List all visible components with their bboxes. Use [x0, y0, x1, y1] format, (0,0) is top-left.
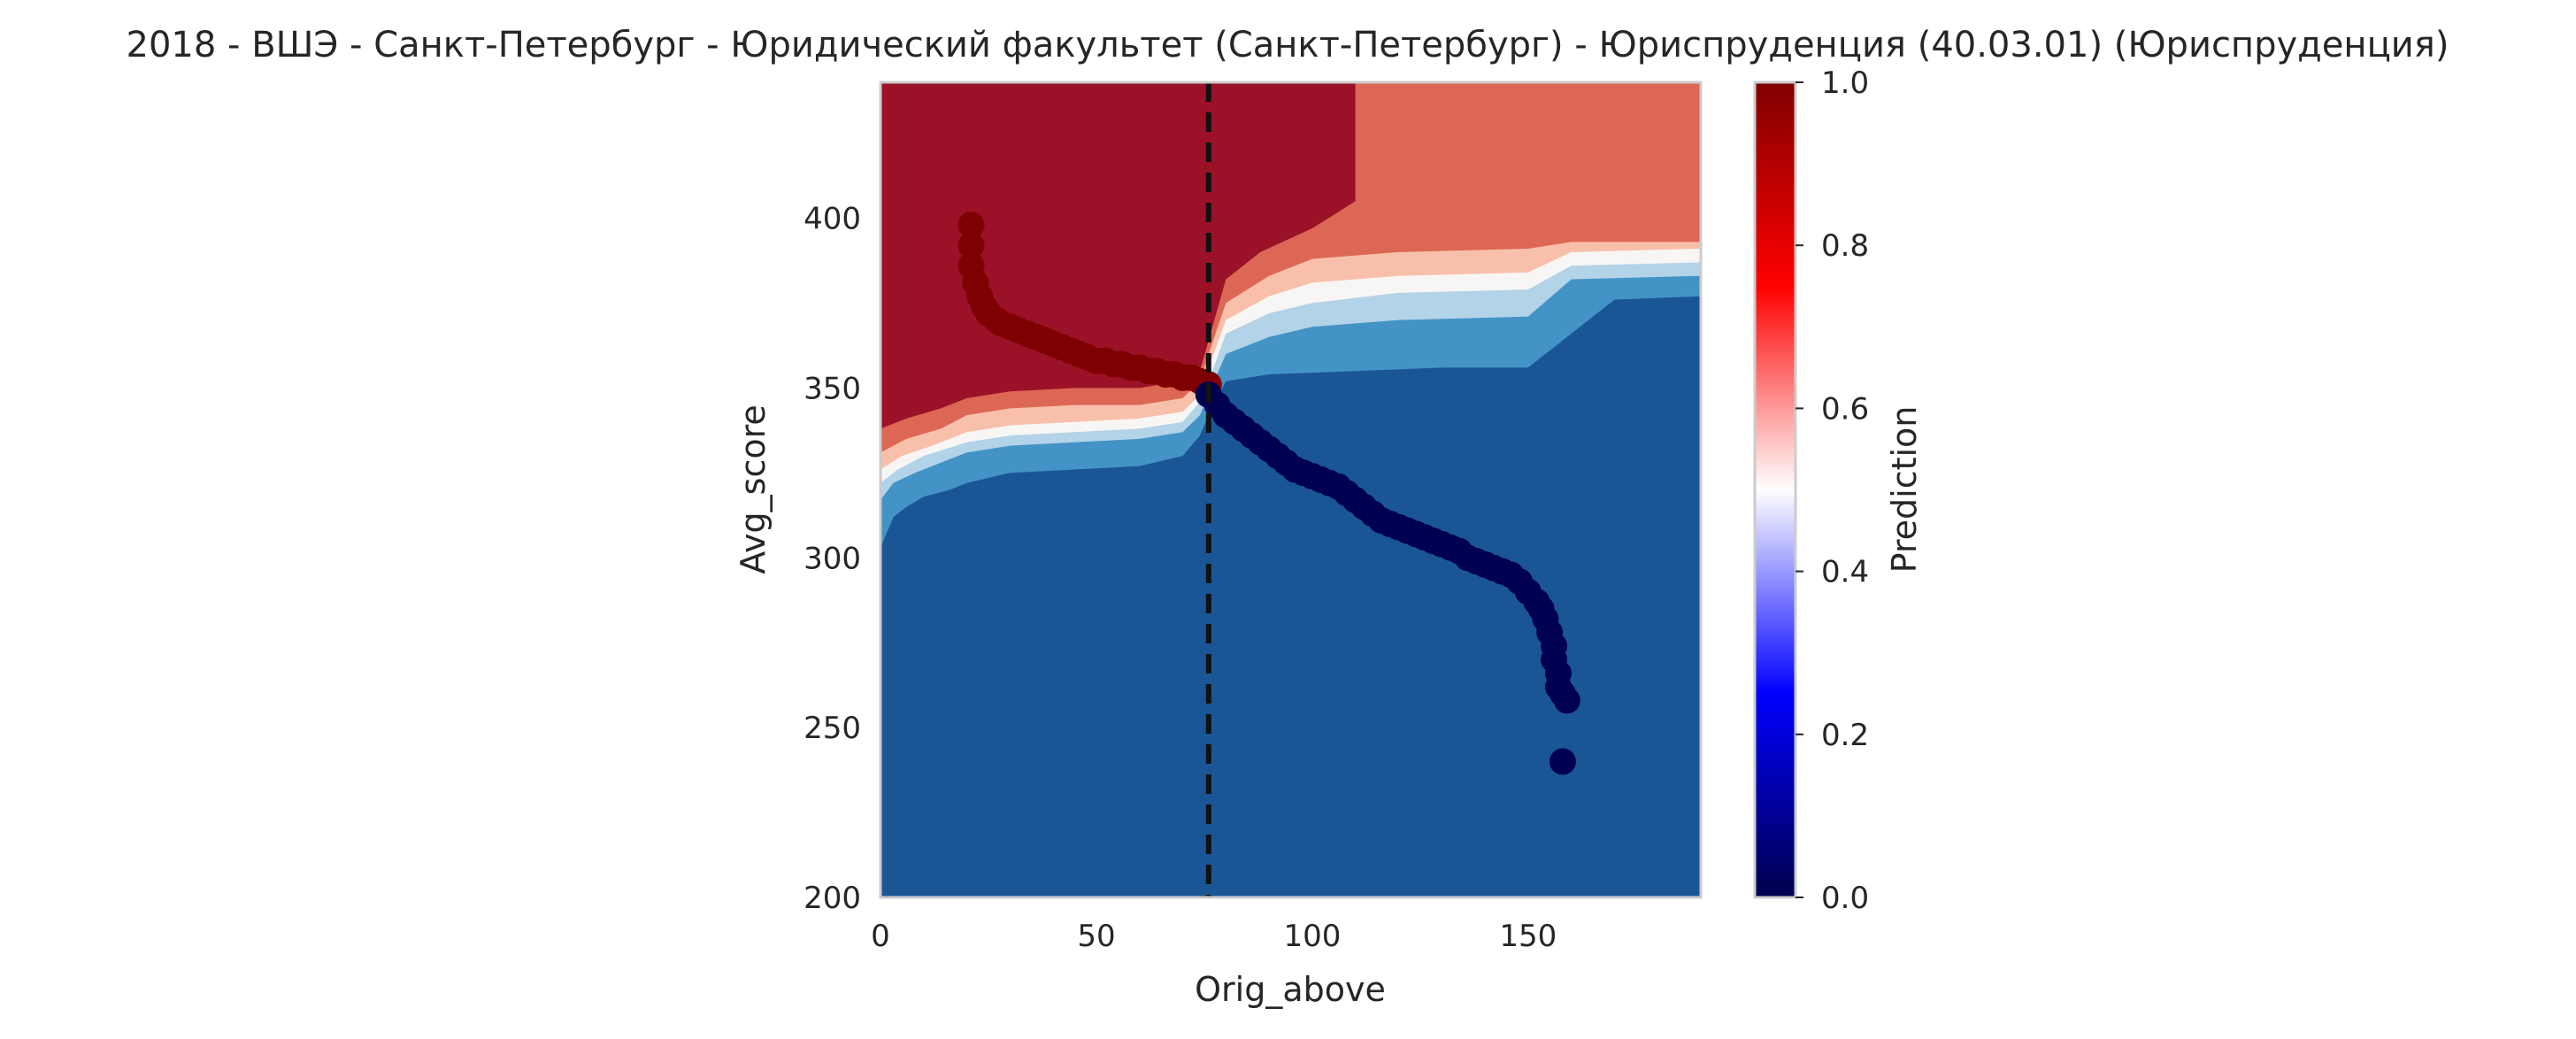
x-tick-label: 50 [1077, 919, 1115, 954]
y-axis-ticks: 200 250 300 350 400 [804, 202, 861, 917]
y-tick-label: 250 [804, 711, 861, 746]
colorbar-tick-label: 0.6 [1821, 391, 1869, 427]
y-tick-label: 200 [804, 881, 861, 916]
y-tick-label: 350 [804, 371, 861, 406]
contour-plateau [1355, 82, 1701, 228]
x-tick-label: 100 [1283, 919, 1341, 954]
colorbar-tick-label: 0.2 [1821, 718, 1869, 753]
colorbar-label: Prediction [1885, 406, 1924, 573]
colorbar-tick-label: 1.0 [1821, 65, 1869, 101]
colorbar-tick-label: 0.8 [1821, 228, 1869, 264]
x-tick-label: 150 [1499, 919, 1557, 954]
colorbar: 0.0 0.2 0.4 0.6 0.8 1.0 Prediction [1753, 65, 1924, 916]
plot-frame [879, 81, 1703, 899]
colorbar-ticks: 0.0 0.2 0.4 0.6 0.8 1.0 [1796, 65, 1869, 916]
colorbar-gradient [1753, 81, 1797, 899]
colorbar-tick-label: 0.4 [1821, 555, 1869, 590]
y-tick-label: 300 [804, 541, 861, 576]
plot-area [880, 82, 1701, 897]
y-tick-label: 400 [804, 202, 861, 237]
contour-regions [880, 82, 1701, 897]
scatter-point-class-0 [1553, 687, 1580, 714]
scatter-point-class-1 [957, 232, 985, 259]
colorbar-tick-label: 0.0 [1821, 881, 1869, 916]
contour-level-6 [880, 82, 1356, 429]
scatter-points [957, 212, 1580, 775]
x-axis-ticks: 0 50 100 150 [871, 919, 1557, 954]
x-axis-label: Orig_above [1195, 970, 1386, 1009]
scatter-point-class-1 [957, 212, 985, 239]
x-tick-label: 0 [871, 919, 890, 954]
chart-title: 2018 - ВШЭ - Санкт-Петербург - Юридическ… [127, 25, 2449, 65]
y-axis-label: Avg_score [734, 404, 773, 573]
scatter-point-class-0 [1549, 748, 1576, 775]
